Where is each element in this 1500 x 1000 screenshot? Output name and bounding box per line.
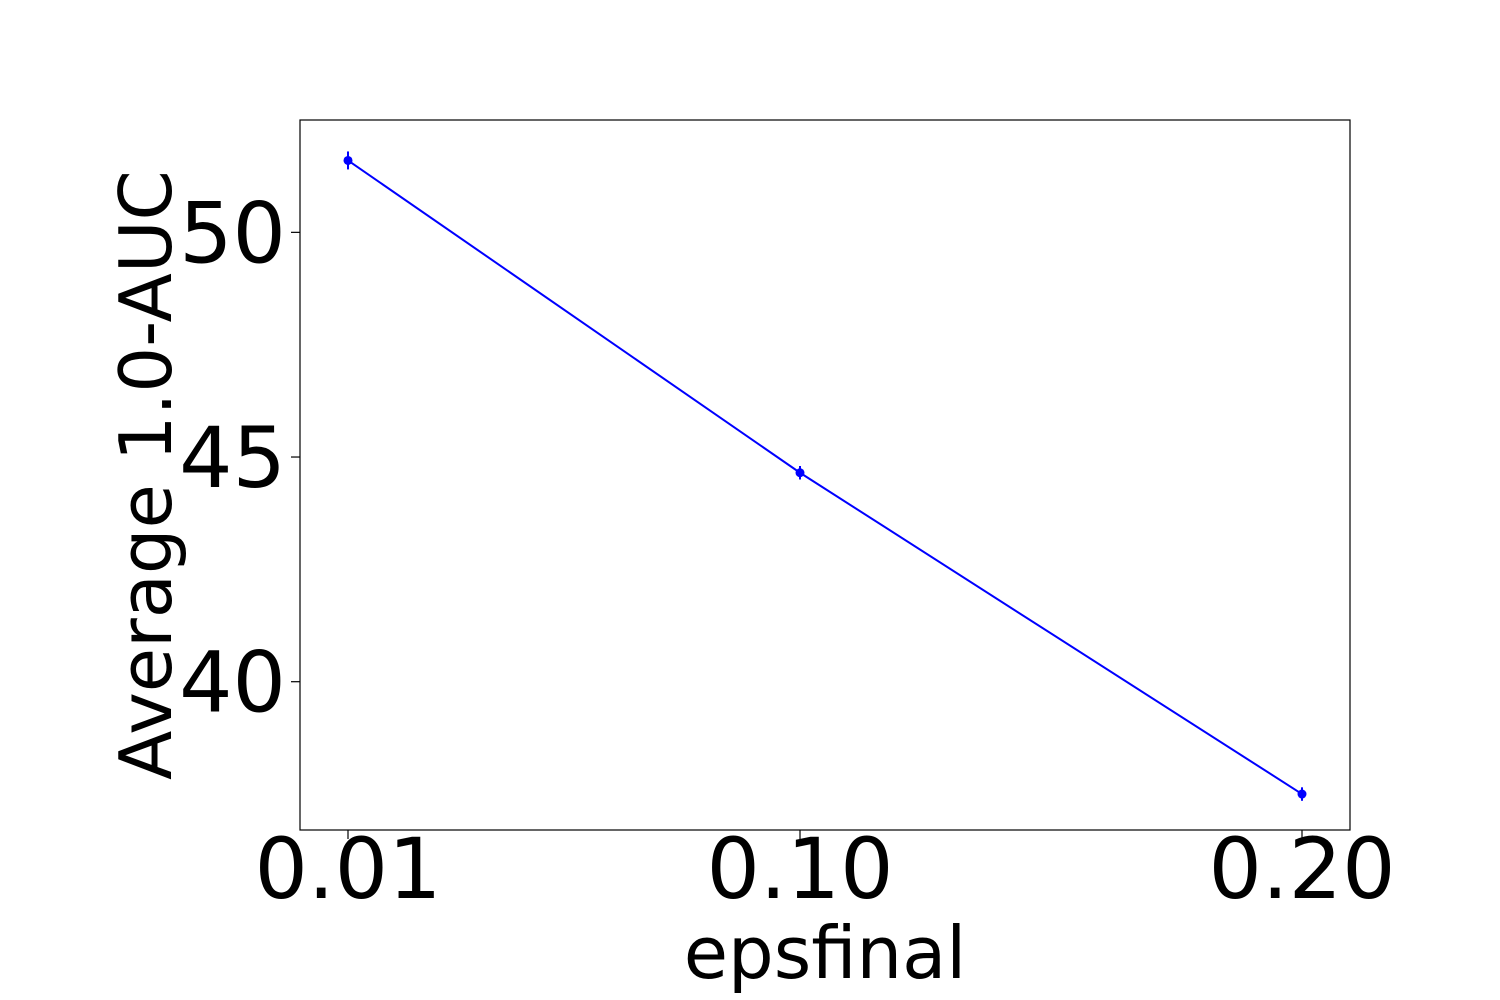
y-tick-label: 40: [179, 634, 286, 732]
data-point: [1297, 789, 1307, 799]
x-axis-label: epsfinal: [684, 911, 967, 995]
x-tick-label: 0.01: [254, 820, 441, 918]
y-tick-label: 45: [179, 409, 286, 507]
y-axis-label: Average 1.0-AUC: [104, 170, 188, 780]
y-tick-label: 50: [179, 184, 286, 282]
x-tick-label: 0.20: [1208, 820, 1395, 918]
x-tick-label: 0.10: [706, 820, 893, 918]
data-point: [795, 468, 805, 478]
x-axis: 0.01 0.10 0.20: [254, 820, 1395, 918]
series-layer: [343, 151, 1307, 801]
data-point: [343, 155, 353, 165]
y-axis: 40 45 50: [179, 184, 300, 732]
